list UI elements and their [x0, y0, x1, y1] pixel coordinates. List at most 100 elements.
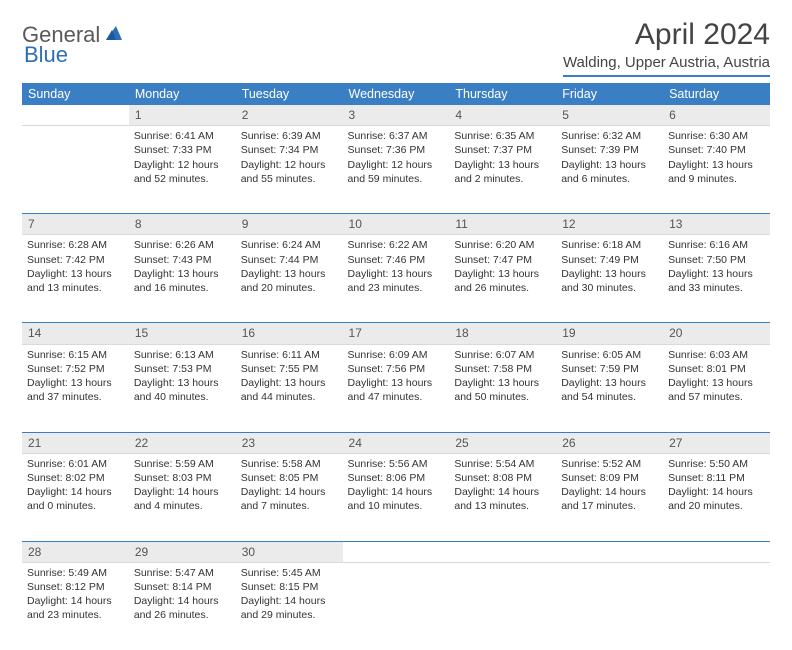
sunrise-text: Sunrise: 6:28 AM — [27, 238, 124, 252]
sunset-text: Sunset: 8:14 PM — [134, 580, 231, 594]
sunset-text: Sunset: 7:33 PM — [134, 143, 231, 157]
day-number: 10 — [343, 214, 450, 235]
daylight-text: Daylight: 14 hours and 10 minutes. — [348, 485, 445, 513]
daylight-text: Daylight: 13 hours and 23 minutes. — [348, 267, 445, 295]
daylight-text: Daylight: 13 hours and 40 minutes. — [134, 376, 231, 404]
day-cell: Sunrise: 6:41 AMSunset: 7:33 PMDaylight:… — [129, 126, 236, 214]
day-cell: Sunrise: 6:18 AMSunset: 7:49 PMDaylight:… — [556, 235, 663, 323]
sunset-text: Sunset: 8:03 PM — [134, 471, 231, 485]
day-number: 30 — [236, 542, 343, 563]
day-number: 14 — [22, 323, 129, 344]
sunrise-text: Sunrise: 6:11 AM — [241, 348, 338, 362]
sunrise-text: Sunrise: 5:54 AM — [454, 457, 551, 471]
sunrise-text: Sunrise: 5:59 AM — [134, 457, 231, 471]
daylight-text: Daylight: 13 hours and 47 minutes. — [348, 376, 445, 404]
day-cell: Sunrise: 6:39 AMSunset: 7:34 PMDaylight:… — [236, 126, 343, 214]
sunset-text: Sunset: 7:50 PM — [668, 253, 765, 267]
day-cell: Sunrise: 6:15 AMSunset: 7:52 PMDaylight:… — [22, 344, 129, 432]
sunrise-text: Sunrise: 6:37 AM — [348, 129, 445, 143]
day-number — [449, 542, 556, 563]
weekday-header: Tuesday — [236, 83, 343, 105]
sunrise-text: Sunrise: 5:56 AM — [348, 457, 445, 471]
calendar-body: 123456Sunrise: 6:41 AMSunset: 7:33 PMDay… — [22, 105, 770, 650]
sunset-text: Sunset: 8:06 PM — [348, 471, 445, 485]
daylight-text: Daylight: 13 hours and 2 minutes. — [454, 158, 551, 186]
sunset-text: Sunset: 7:40 PM — [668, 143, 765, 157]
sunrise-text: Sunrise: 6:26 AM — [134, 238, 231, 252]
sunrise-text: Sunrise: 6:07 AM — [454, 348, 551, 362]
location-text: Walding, Upper Austria, Austria — [563, 54, 770, 77]
sunrise-text: Sunrise: 5:47 AM — [134, 566, 231, 580]
sunrise-text: Sunrise: 6:09 AM — [348, 348, 445, 362]
sunset-text: Sunset: 7:42 PM — [27, 253, 124, 267]
sunset-text: Sunset: 7:58 PM — [454, 362, 551, 376]
sunrise-text: Sunrise: 5:45 AM — [241, 566, 338, 580]
daylight-text: Daylight: 14 hours and 4 minutes. — [134, 485, 231, 513]
sunrise-text: Sunrise: 6:41 AM — [134, 129, 231, 143]
day-cell: Sunrise: 5:50 AMSunset: 8:11 PMDaylight:… — [663, 453, 770, 541]
sunset-text: Sunset: 7:56 PM — [348, 362, 445, 376]
day-number — [556, 542, 663, 563]
sunset-text: Sunset: 8:01 PM — [668, 362, 765, 376]
weekday-header: Saturday — [663, 83, 770, 105]
day-number: 1 — [129, 105, 236, 126]
calendar-table: SundayMondayTuesdayWednesdayThursdayFrid… — [22, 83, 770, 650]
day-number: 28 — [22, 542, 129, 563]
daylight-text: Daylight: 14 hours and 17 minutes. — [561, 485, 658, 513]
day-number: 29 — [129, 542, 236, 563]
day-number: 17 — [343, 323, 450, 344]
day-cell — [449, 562, 556, 650]
sunset-text: Sunset: 7:53 PM — [134, 362, 231, 376]
daylight-text: Daylight: 14 hours and 29 minutes. — [241, 594, 338, 622]
day-number: 8 — [129, 214, 236, 235]
daylight-text: Daylight: 13 hours and 33 minutes. — [668, 267, 765, 295]
daylight-text: Daylight: 13 hours and 57 minutes. — [668, 376, 765, 404]
sunrise-text: Sunrise: 6:20 AM — [454, 238, 551, 252]
day-cell: Sunrise: 6:07 AMSunset: 7:58 PMDaylight:… — [449, 344, 556, 432]
sunset-text: Sunset: 8:15 PM — [241, 580, 338, 594]
day-number: 22 — [129, 433, 236, 454]
weekday-header: Thursday — [449, 83, 556, 105]
sunrise-text: Sunrise: 6:30 AM — [668, 129, 765, 143]
sunset-text: Sunset: 7:52 PM — [27, 362, 124, 376]
day-cell: Sunrise: 6:37 AMSunset: 7:36 PMDaylight:… — [343, 126, 450, 214]
day-number: 6 — [663, 105, 770, 126]
sunrise-text: Sunrise: 6:32 AM — [561, 129, 658, 143]
day-cell — [343, 562, 450, 650]
daylight-text: Daylight: 14 hours and 26 minutes. — [134, 594, 231, 622]
daylight-text: Daylight: 13 hours and 6 minutes. — [561, 158, 658, 186]
sunset-text: Sunset: 7:49 PM — [561, 253, 658, 267]
day-number: 21 — [22, 433, 129, 454]
weekday-header: Sunday — [22, 83, 129, 105]
daylight-text: Daylight: 13 hours and 13 minutes. — [27, 267, 124, 295]
day-number: 24 — [343, 433, 450, 454]
day-number: 11 — [449, 214, 556, 235]
day-number: 20 — [663, 323, 770, 344]
day-cell: Sunrise: 5:58 AMSunset: 8:05 PMDaylight:… — [236, 453, 343, 541]
day-cell: Sunrise: 6:30 AMSunset: 7:40 PMDaylight:… — [663, 126, 770, 214]
sunset-text: Sunset: 7:39 PM — [561, 143, 658, 157]
weekday-header: Wednesday — [343, 83, 450, 105]
day-number: 4 — [449, 105, 556, 126]
day-cell: Sunrise: 6:16 AMSunset: 7:50 PMDaylight:… — [663, 235, 770, 323]
sunset-text: Sunset: 8:11 PM — [668, 471, 765, 485]
daylight-text: Daylight: 14 hours and 23 minutes. — [27, 594, 124, 622]
day-cell: Sunrise: 5:56 AMSunset: 8:06 PMDaylight:… — [343, 453, 450, 541]
day-cell: Sunrise: 5:52 AMSunset: 8:09 PMDaylight:… — [556, 453, 663, 541]
day-number: 7 — [22, 214, 129, 235]
sunset-text: Sunset: 7:55 PM — [241, 362, 338, 376]
day-cell: Sunrise: 5:54 AMSunset: 8:08 PMDaylight:… — [449, 453, 556, 541]
daylight-text: Daylight: 14 hours and 0 minutes. — [27, 485, 124, 513]
day-cell: Sunrise: 6:26 AMSunset: 7:43 PMDaylight:… — [129, 235, 236, 323]
day-cell: Sunrise: 5:59 AMSunset: 8:03 PMDaylight:… — [129, 453, 236, 541]
day-cell: Sunrise: 6:28 AMSunset: 7:42 PMDaylight:… — [22, 235, 129, 323]
daylight-text: Daylight: 13 hours and 26 minutes. — [454, 267, 551, 295]
day-number: 16 — [236, 323, 343, 344]
day-cell: Sunrise: 6:09 AMSunset: 7:56 PMDaylight:… — [343, 344, 450, 432]
sunset-text: Sunset: 8:09 PM — [561, 471, 658, 485]
sunrise-text: Sunrise: 6:24 AM — [241, 238, 338, 252]
day-cell: Sunrise: 5:47 AMSunset: 8:14 PMDaylight:… — [129, 562, 236, 650]
sunrise-text: Sunrise: 6:22 AM — [348, 238, 445, 252]
day-cell: Sunrise: 6:13 AMSunset: 7:53 PMDaylight:… — [129, 344, 236, 432]
day-number: 13 — [663, 214, 770, 235]
